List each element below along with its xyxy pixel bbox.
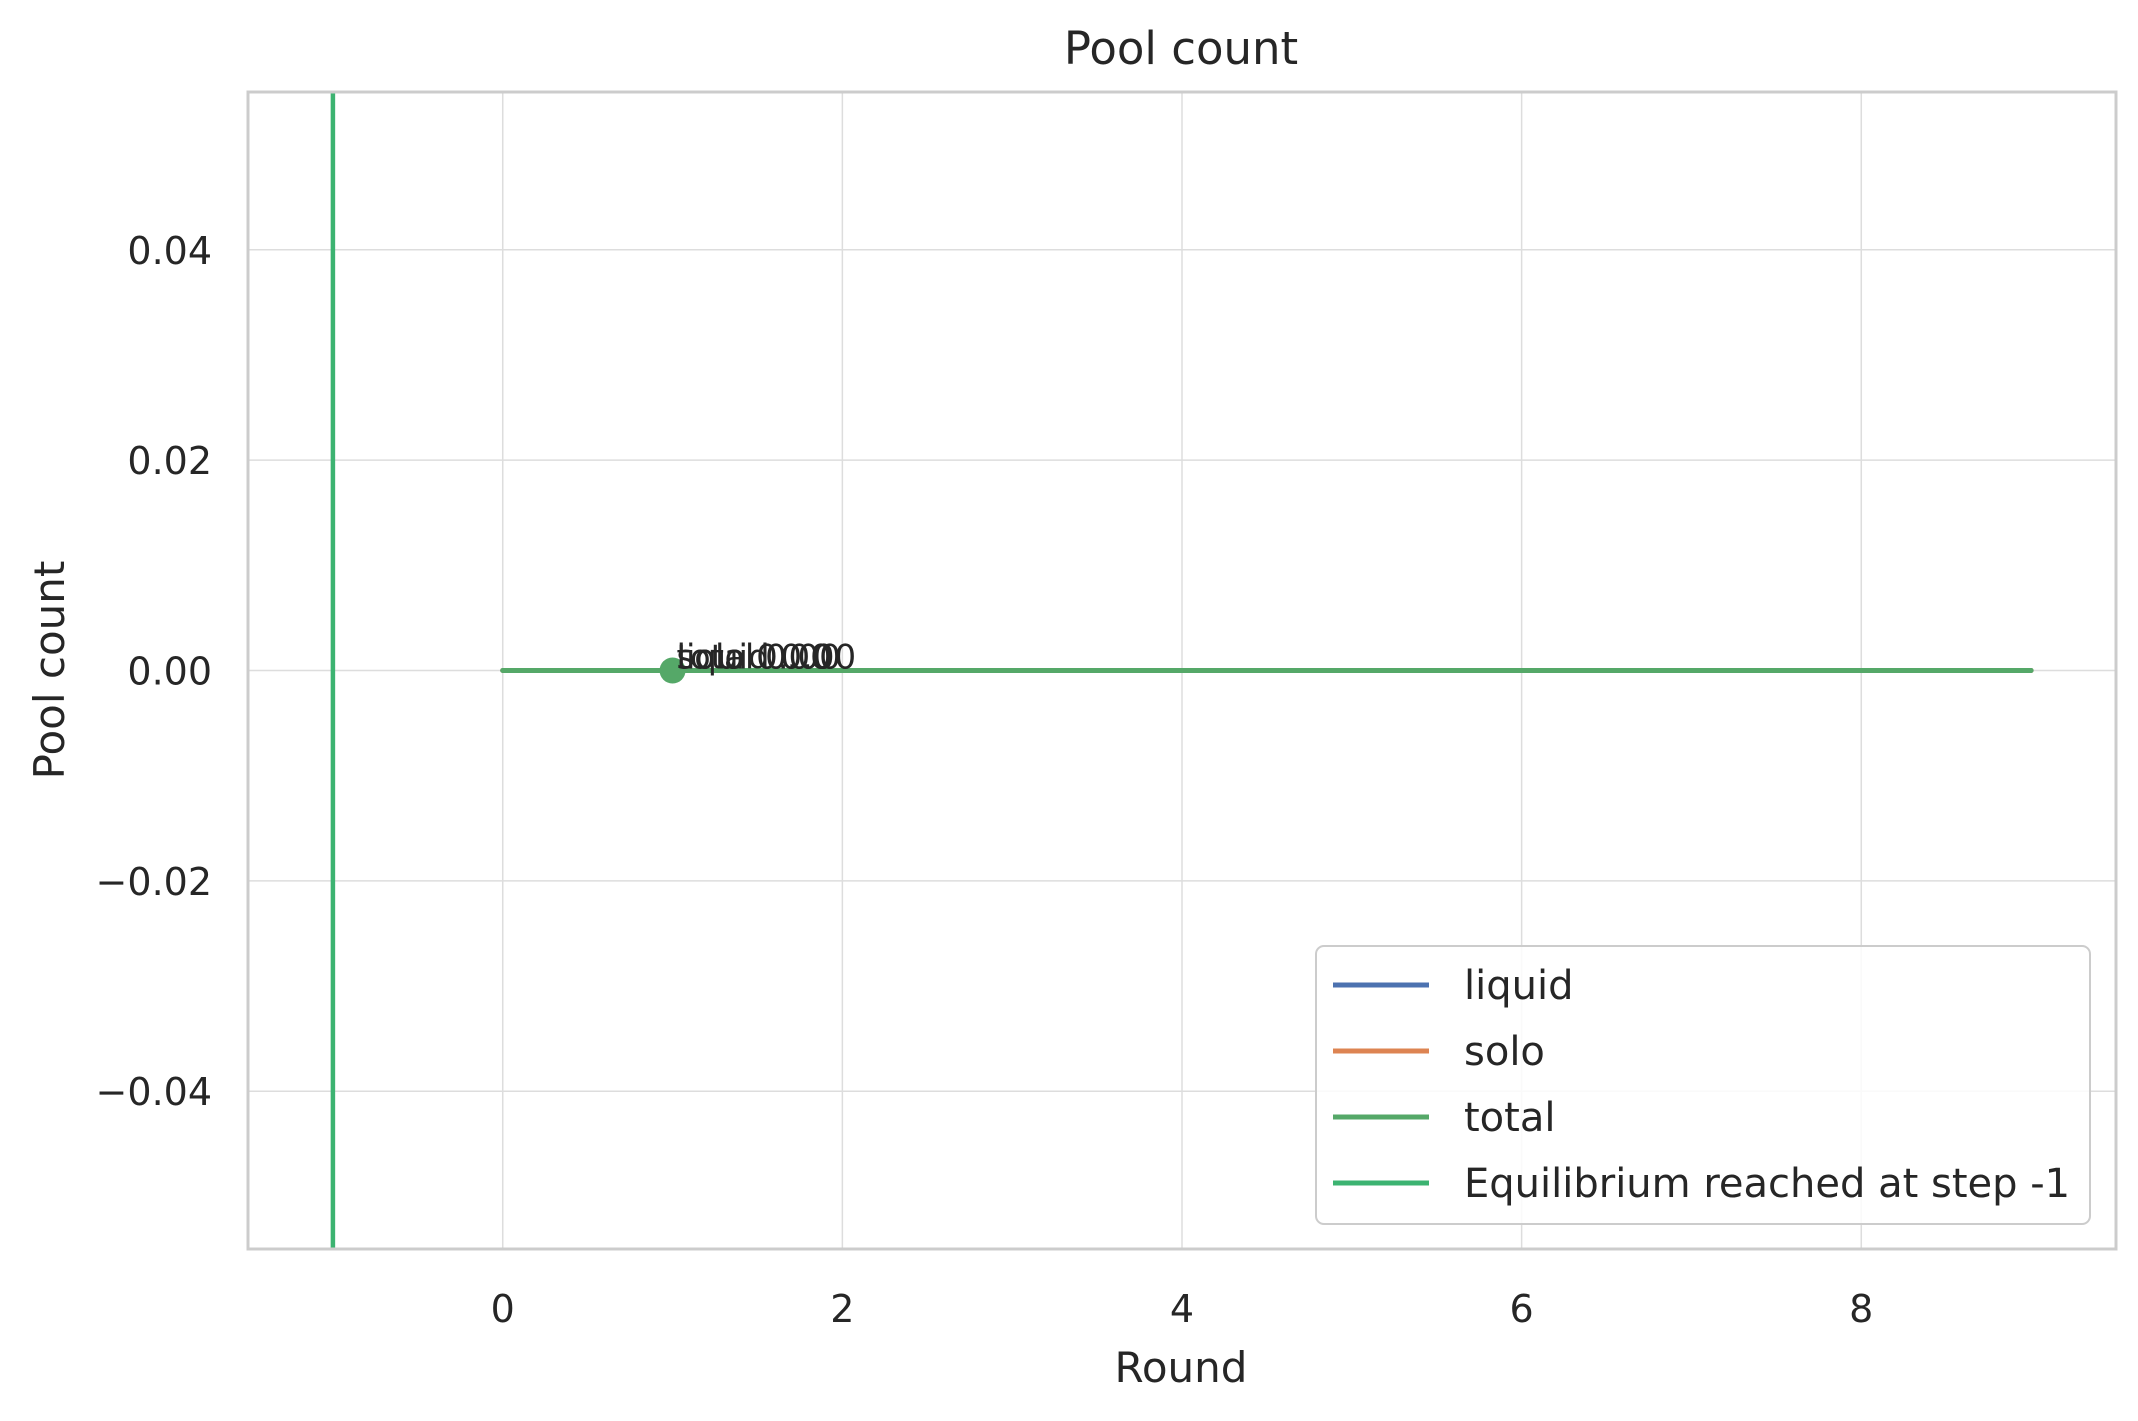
plot-frame: [246, 90, 2118, 1251]
chart-title: Pool count: [1064, 22, 1298, 75]
annotation-label: total 0.00: [677, 638, 841, 678]
x-tick-label: 6: [1510, 1287, 1534, 1331]
y-tick-label: 0.02: [127, 439, 212, 483]
x-axis-title: Round: [1115, 1343, 1248, 1392]
x-tick-label: 2: [830, 1287, 854, 1331]
tick-labels: 0 2 4 6 8 −0.04 −0.02 0.00 0.02 0.04: [96, 229, 1874, 1331]
y-tick-label: −0.02: [96, 860, 212, 904]
y-axis-title: Pool count: [25, 561, 74, 780]
legend-label: liquid: [1464, 963, 1573, 1009]
annotation-label: solo 0.00: [677, 638, 832, 678]
legend-label: Equilibrium reached at step -1: [1464, 1161, 2070, 1207]
y-tick-label: 0.00: [127, 650, 212, 694]
y-tick-label: 0.04: [127, 229, 212, 273]
equilibrium-marker: [659, 657, 686, 684]
y-tick-label: −0.04: [96, 1070, 212, 1114]
x-tick-label: 8: [1849, 1287, 1873, 1331]
x-tick-label: 0: [491, 1287, 515, 1331]
legend-label: solo: [1464, 1029, 1545, 1075]
legend-box: [1315, 945, 2091, 1225]
legend: liquid solo total Equilibrium reached at st…: [1315, 945, 2091, 1225]
x-tick-label: 4: [1170, 1287, 1194, 1331]
annotation-label: liquid 0.00: [677, 638, 857, 678]
legend-label: total: [1464, 1095, 1555, 1141]
